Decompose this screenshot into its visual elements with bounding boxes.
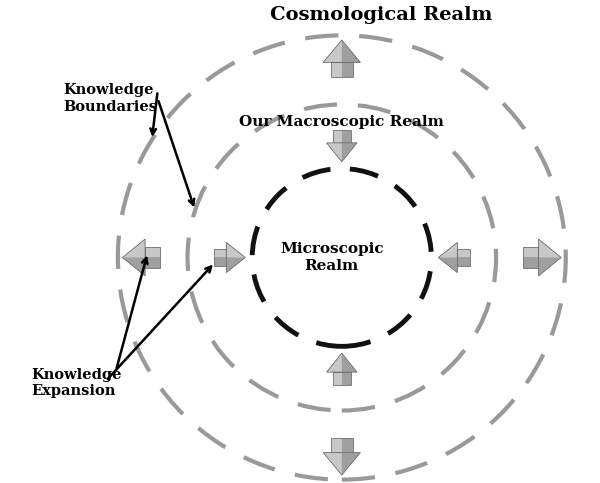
Text: Our Macroscopic Realm: Our Macroscopic Realm [239,115,444,129]
Polygon shape [226,257,245,272]
Polygon shape [122,239,145,276]
Polygon shape [342,40,361,62]
Text: Cosmological Realm: Cosmological Realm [271,5,493,24]
Polygon shape [538,239,561,276]
Polygon shape [122,257,145,276]
Polygon shape [326,353,357,372]
Polygon shape [331,62,353,77]
Polygon shape [333,130,351,143]
Polygon shape [523,257,538,269]
Polygon shape [145,257,160,269]
Polygon shape [331,438,353,453]
Polygon shape [342,372,351,385]
Text: Knowledge
Boundaries: Knowledge Boundaries [63,84,157,114]
Polygon shape [457,249,470,267]
Polygon shape [342,353,357,372]
Polygon shape [214,249,226,267]
Polygon shape [214,257,226,267]
Polygon shape [457,257,470,267]
Polygon shape [342,62,353,77]
Polygon shape [342,453,361,475]
Polygon shape [538,257,561,276]
Polygon shape [342,130,351,143]
Polygon shape [226,242,245,272]
Polygon shape [326,143,357,162]
Polygon shape [438,257,457,272]
Polygon shape [342,143,357,162]
Polygon shape [323,453,361,475]
Polygon shape [523,247,538,269]
Text: Microscopic
Realm: Microscopic Realm [280,242,383,272]
Polygon shape [323,40,361,62]
Polygon shape [342,438,353,453]
Polygon shape [438,242,457,272]
Text: Knowledge
Expansion: Knowledge Expansion [31,368,122,398]
Polygon shape [333,372,351,385]
Polygon shape [145,247,160,269]
